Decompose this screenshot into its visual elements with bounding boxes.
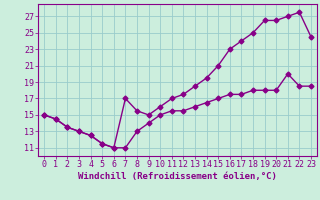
X-axis label: Windchill (Refroidissement éolien,°C): Windchill (Refroidissement éolien,°C) <box>78 172 277 181</box>
